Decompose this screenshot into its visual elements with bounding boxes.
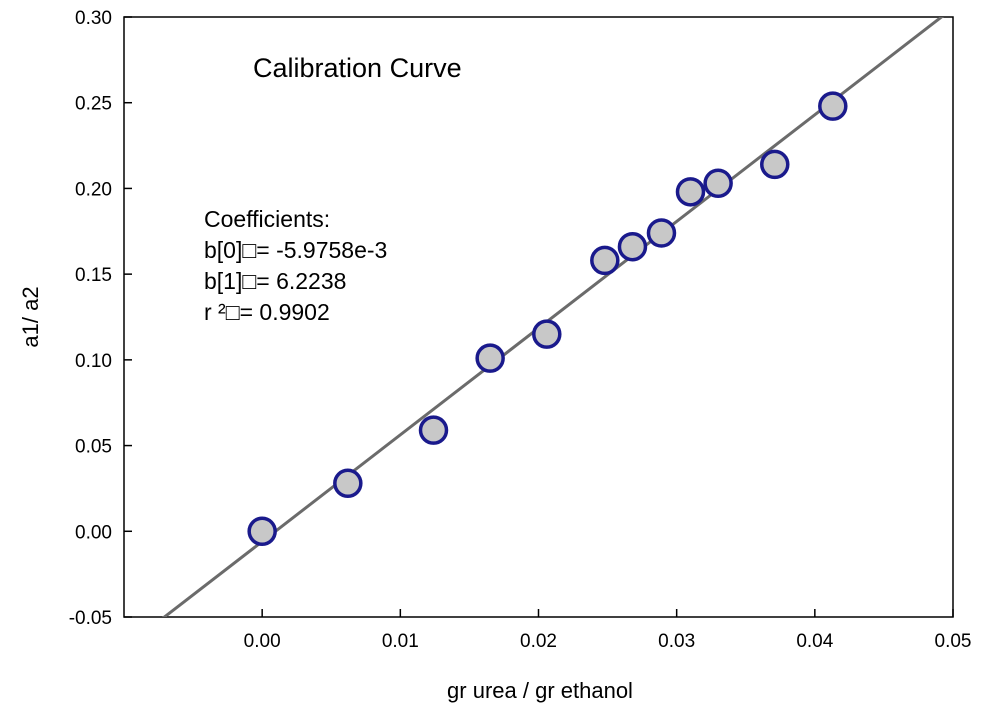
x-axis-ticks: 0.00 0.01 0.02 0.03 0.04 0.05 <box>244 609 972 652</box>
x-tick-label: 0.00 <box>244 631 281 652</box>
y-axis-ticks: -0.05 0.00 0.05 0.10 0.15 0.20 0.25 0.30 <box>69 8 132 629</box>
data-point <box>617 231 648 262</box>
y-tick-label: 0.30 <box>75 8 112 29</box>
chart-title: Calibration Curve <box>253 53 462 83</box>
data-point <box>532 319 562 349</box>
data-point <box>247 516 277 547</box>
data-point <box>475 343 505 373</box>
y-axis-title: a1/ a2 <box>18 286 43 347</box>
y-tick-label: 0.20 <box>75 179 112 200</box>
data-points <box>247 91 848 547</box>
y-tick-label: 0.05 <box>75 437 112 458</box>
y-tick-label: -0.05 <box>69 608 112 629</box>
data-point <box>760 149 790 180</box>
x-tick-label: 0.03 <box>658 631 695 652</box>
x-tick-label: 0.02 <box>520 631 557 652</box>
annotation-line-2: b[0]□= -5.9758e-3 <box>204 237 387 263</box>
data-point <box>646 218 677 248</box>
annotation-line-1: Coefficients: <box>204 206 330 232</box>
data-point <box>418 415 449 445</box>
x-tick-label: 0.05 <box>935 631 972 652</box>
annotation-line-4: r ²□= 0.9902 <box>204 299 330 325</box>
x-axis-title: gr urea / gr ethanol <box>447 678 633 703</box>
data-point <box>703 168 733 199</box>
y-tick-label: 0.25 <box>75 94 112 115</box>
coefficients-annotation: Coefficients: b[0]□= -5.9758e-3 b[1]□= 6… <box>204 206 387 325</box>
x-tick-label: 0.04 <box>796 631 833 652</box>
data-point <box>590 245 620 276</box>
data-point <box>333 468 363 499</box>
data-point <box>818 91 848 121</box>
x-tick-label: 0.01 <box>382 631 419 652</box>
y-tick-label: 0.15 <box>75 265 112 286</box>
annotation-line-3: b[1]□= 6.2238 <box>204 268 346 294</box>
data-point <box>675 177 706 207</box>
y-tick-label: 0.10 <box>75 351 112 372</box>
y-tick-label: 0.00 <box>75 522 112 543</box>
